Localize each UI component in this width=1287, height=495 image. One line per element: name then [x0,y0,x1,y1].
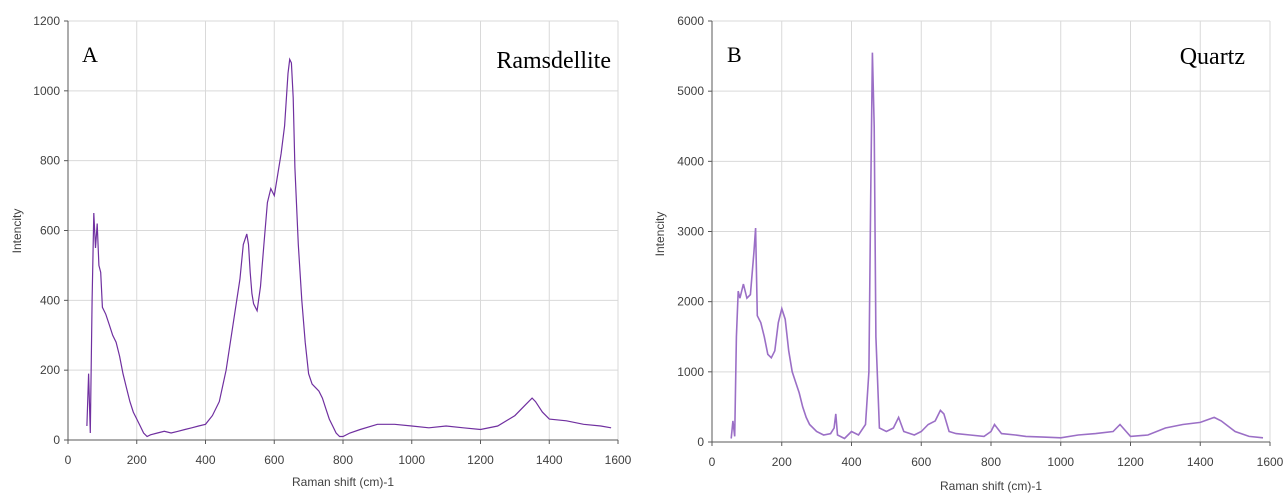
panel-b-title: Quartz [1180,44,1245,70]
panel-a-y-tick-label: 1200 [33,14,60,28]
panel-b-quartz-spectrum-line [730,52,1264,440]
panel-a-y-tick-label: 200 [40,363,60,377]
panel-b-x-tick-label: 1400 [1187,455,1214,469]
panel-b-y-tick-label: 5000 [677,84,704,98]
panel-a-y-tick-label: 1000 [33,84,60,98]
panel-b-x-tick-label: 400 [841,455,861,469]
panel-b-y-tick-label: 2000 [677,295,704,309]
panel-b-y-tick-label: 1000 [677,365,704,379]
panel-a-y-tick-labels: 0 200 400 600 800 1000 1200 [33,14,68,447]
panel-a-gridlines [68,20,619,440]
panel-b-x-tick-label: 1200 [1117,455,1144,469]
panel-a-x-tick-label: 1600 [605,453,632,467]
panel-b-y-tick-label: 3000 [677,225,704,239]
panel-a-y-tick-label: 800 [40,154,60,168]
panel-a-x-axis-title: Raman shift (cm)-1 [292,475,394,489]
panel-a-x-tick-label: 1000 [398,453,425,467]
panel-a-x-tick-label: 1200 [467,453,494,467]
panel-a-letter: A [82,42,98,67]
panel-b-x-tick-label: 1000 [1047,455,1074,469]
panel-a-x-tick-label: 0 [65,453,72,467]
panel-a-x-tick-label: 1400 [536,453,563,467]
panel-b-gridlines [712,20,1271,442]
panel-a-x-tick-label: 400 [195,453,215,467]
panel-b-y-tick-label: 6000 [677,14,704,28]
panel-b-x-tick-label: 1600 [1257,455,1284,469]
panel-a-y-tick-label: 400 [40,293,60,307]
panel-b-letter: B [727,42,742,67]
panel-b-y-tick-label: 4000 [677,154,704,168]
panel-a-y-tick-label: 0 [53,433,60,447]
panel-a-title: Ramsdellite [496,48,611,74]
panel-a-x-tick-label: 800 [333,453,353,467]
panel-b: 0 200 400 600 800 1000 1200 1400 1600 0 1000 2000 3… [653,14,1284,493]
panel-a-x-tick-label: 200 [127,453,147,467]
panel-b-x-tick-label: 800 [981,455,1001,469]
panel-b-y-axis-title: Intencity [653,212,667,257]
panel-a-x-tick-labels: 0 200 400 600 800 1000 1200 1400 1600 [65,440,632,467]
panel-a-y-axis-title: Intencity [10,209,24,254]
panel-b-x-axis-title: Raman shift (cm)-1 [940,479,1042,493]
panel-b-x-tick-label: 0 [709,455,716,469]
panel-a: 0 200 400 600 800 1000 1200 1400 1600 0 200 400 600… [10,14,632,489]
panel-a-y-tick-label: 600 [40,224,60,238]
panel-a-ramsdellite-spectrum-line [86,57,612,438]
panel-b-y-tick-label: 0 [697,435,704,449]
panel-b-y-tick-labels: 0 1000 2000 3000 4000 5000 6000 [677,14,712,449]
panel-a-x-tick-label: 600 [264,453,284,467]
panel-b-x-tick-label: 600 [911,455,931,469]
panel-b-x-tick-labels: 0 200 400 600 800 1000 1200 1400 1600 [709,442,1284,469]
panel-b-x-tick-label: 200 [772,455,792,469]
